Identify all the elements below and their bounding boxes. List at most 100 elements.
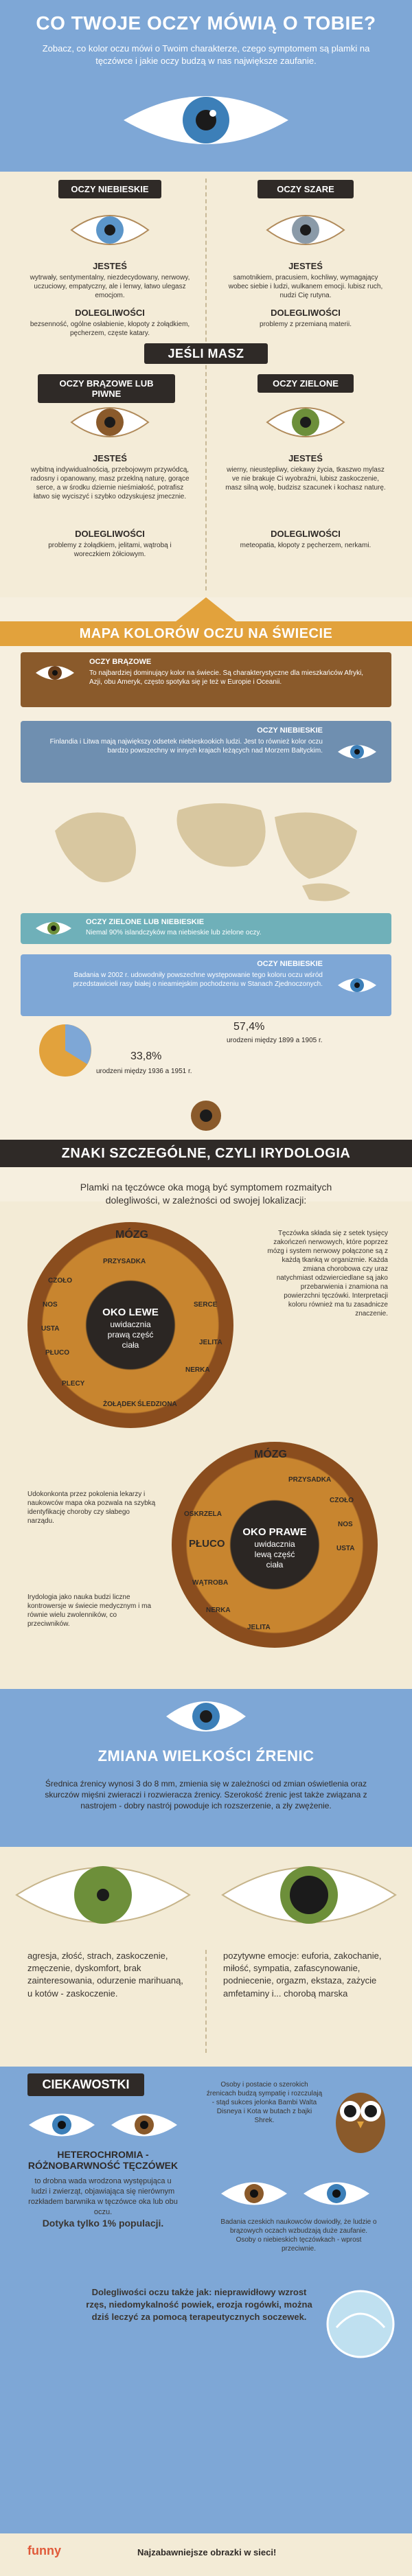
traits-text: wierny, nieustępliwy, ciekawy życia, tka… — [225, 466, 386, 492]
map-triangle — [172, 597, 240, 625]
map-row-text: Badania w 2002 r. udowodniły powszechne … — [73, 971, 323, 988]
page-title: CO TWOJE OCZY MÓWIĄ O TOBIE? — [36, 12, 376, 34]
left-organ: PRZYSADKA — [103, 1258, 146, 1265]
ailments-label: DOLEGLIWOŚCI — [75, 308, 145, 318]
blue-eye-small-icon — [336, 741, 378, 762]
percent-b: 33,8% — [130, 1050, 162, 1062]
left-organ: JELITA — [199, 1339, 222, 1346]
right-organ: JELITA — [247, 1624, 271, 1631]
owl-text: Osoby i postacie o szerokich źrenicach b… — [206, 2081, 323, 2124]
left-center-line: prawą część — [107, 1330, 154, 1339]
header-eye-icon — [120, 89, 292, 151]
hetero-text: to drobna wada wrodzona występująca u lu… — [28, 2177, 178, 2216]
gray-eye-icon — [264, 209, 347, 251]
right-organ: OSKRZELA — [184, 1510, 222, 1518]
map-title-band — [0, 621, 412, 646]
ailments-label: DOLEGLIWOŚCI — [271, 308, 341, 318]
map-row-title: OCZY BRĄZOWE — [89, 658, 152, 666]
divider — [205, 1950, 207, 2053]
percent-a: 57,4% — [233, 1021, 265, 1033]
percent-b-label: urodzeni między 1936 a 1951 r. — [96, 1068, 192, 1075]
left-center-title: OKO LEWE — [102, 1307, 159, 1318]
blue-eye-icon — [69, 209, 151, 251]
traits-text: wytrwały, sentymentalny, niezdecydowany,… — [30, 274, 190, 299]
ailments-label: DOLEGLIWOŚCI — [75, 529, 145, 539]
owl-icon — [330, 2080, 391, 2156]
map-row-text: Finlandia i Litwa mają największy odsete… — [49, 738, 323, 755]
trust-eyes-icon — [220, 2176, 371, 2211]
intro-text: Zobacz, co kolor oczu mówi o Twoim chara… — [42, 43, 370, 66]
right-organ: NERKA — [206, 1607, 231, 1614]
left-organ: NERKA — [185, 1366, 210, 1374]
right-organ: WĄTROBA — [192, 1579, 229, 1587]
right-center-line: ciała — [266, 1560, 284, 1569]
jesli-masz-banner — [144, 343, 268, 364]
right-organ: CZOŁO — [330, 1497, 354, 1504]
traits-text: samotnikiem, pracusiem, kochliwy, wymaga… — [228, 274, 383, 299]
trivia-ailments: Dolegliwości oczu także jak: nieprawidło… — [86, 2287, 312, 2323]
traits-label: JESTEŚ — [288, 261, 323, 271]
divider — [205, 179, 207, 590]
traits-label: JESTEŚ — [93, 453, 127, 463]
left-center-line: ciała — [122, 1340, 139, 1350]
footer-slogan: Najzabawniejsze obrazki w sieci! — [137, 2547, 277, 2557]
map-row-blue-us — [21, 954, 391, 1016]
jesli-masz-label: JEŚLI MASZ — [168, 347, 244, 360]
left-center-line: uwidacznia — [110, 1320, 151, 1329]
pupils-intro: Średnica źrenicy wynosi 3 do 8 mm, zmien… — [45, 1779, 367, 1811]
pupils-right-text: pozytywne emocje: euforia, zakochanie, m… — [223, 1951, 382, 1999]
map-row-title: OCZY NIEBIESKIE — [257, 726, 323, 735]
brand-logo[interactable]: funny — [27, 2544, 61, 2557]
traits-text: wybitną indywidualnością, przebojowym pr… — [30, 466, 190, 501]
right-organ: MÓZG — [254, 1449, 287, 1460]
pupils-eye-icon — [165, 1696, 247, 1737]
ailments-text: problemy z żołądkiem, jelitami, wątrobą … — [48, 542, 172, 558]
large-pupil-eye-icon — [220, 1854, 398, 1936]
right-organ: PRZYSADKA — [288, 1476, 332, 1484]
iridology-note-3: Irydologia jako nauka budzi liczne kontr… — [27, 1594, 152, 1628]
map-row-title: OCZY NIEBIESKIE — [257, 960, 323, 968]
iridology-intro: Plamki na tęczówce oka mogą być symptome… — [80, 1182, 332, 1206]
left-organ: MÓZG — [115, 1229, 148, 1241]
map-row-green — [21, 913, 391, 944]
type-name-gray: OCZY SZARE — [258, 180, 354, 198]
percent-a-label: urodzeni między 1899 a 1905 r. — [227, 1037, 323, 1044]
right-center-line: uwidacznia — [254, 1539, 295, 1549]
hetero-stat: Dotyka tylko 1% populacji. — [42, 2218, 164, 2229]
green-eye-small-icon — [34, 919, 73, 938]
map-row-text: Niemal 90% islandczyków ma niebieskie lu… — [86, 929, 262, 936]
type-name-brown: OCZY BRĄZOWE LUB PIWNE — [38, 374, 175, 403]
pupils-title: ZMIANA WIELKOŚCI ŹRENIC — [98, 1747, 314, 1764]
left-organ: ŚLEDZIONA — [137, 1401, 177, 1408]
left-organ: NOS — [43, 1301, 58, 1309]
section-eye-icon — [185, 1099, 227, 1133]
left-iris-chart — [27, 1222, 233, 1428]
left-organ: PLECY — [62, 1380, 85, 1388]
footer-bar — [0, 2533, 412, 2576]
left-organ: CZOŁO — [48, 1277, 72, 1285]
traits-label: JESTEŚ — [288, 453, 323, 463]
right-iris-chart — [172, 1442, 378, 1648]
brown-eye-icon — [69, 402, 151, 443]
hetero-title: HETEROCHROMIA - RÓŻNOBARWNOŚĆ TĘCZÓWEK — [27, 2149, 179, 2171]
ailments-text: bezsenność, ogólne osłabienie, kłopoty z… — [30, 321, 190, 337]
ailments-text: meteopatia, kłopoty z pęcherzem, nerkami… — [240, 542, 371, 549]
left-organ: ŻOŁĄDEK — [103, 1401, 137, 1408]
right-center-line: lewą część — [254, 1550, 295, 1559]
iridology-note-2: Udokonkonta przez pokolenia lekarzy i na… — [27, 1491, 156, 1525]
iridology-note-1: Tęczówka składa się z setek tysięcy zako… — [267, 1230, 388, 1318]
type-name-blue: OCZY NIEBIESKIE — [58, 180, 161, 198]
ailments-label: DOLEGLIWOŚCI — [271, 529, 341, 539]
lens-icon — [323, 2286, 398, 2362]
hetero-eyes-icon — [27, 2108, 179, 2142]
traits-label: JESTEŚ — [93, 261, 127, 271]
study-text: Badania czeskich naukowców dowiodły, że … — [220, 2218, 377, 2253]
right-organ: USTA — [336, 1545, 355, 1552]
map-row-blue — [21, 721, 391, 783]
right-organ: PŁUCO — [189, 1538, 225, 1550]
left-organ: PŁUCO — [45, 1349, 69, 1357]
green-eye-icon — [264, 402, 347, 443]
map-row-text: To najbardziej dominujący kolor na świec… — [89, 669, 364, 686]
map-title: MAPA KOLORÓW OCZU NA ŚWIECIE — [79, 626, 333, 641]
blue-eye-small-icon — [336, 975, 378, 996]
